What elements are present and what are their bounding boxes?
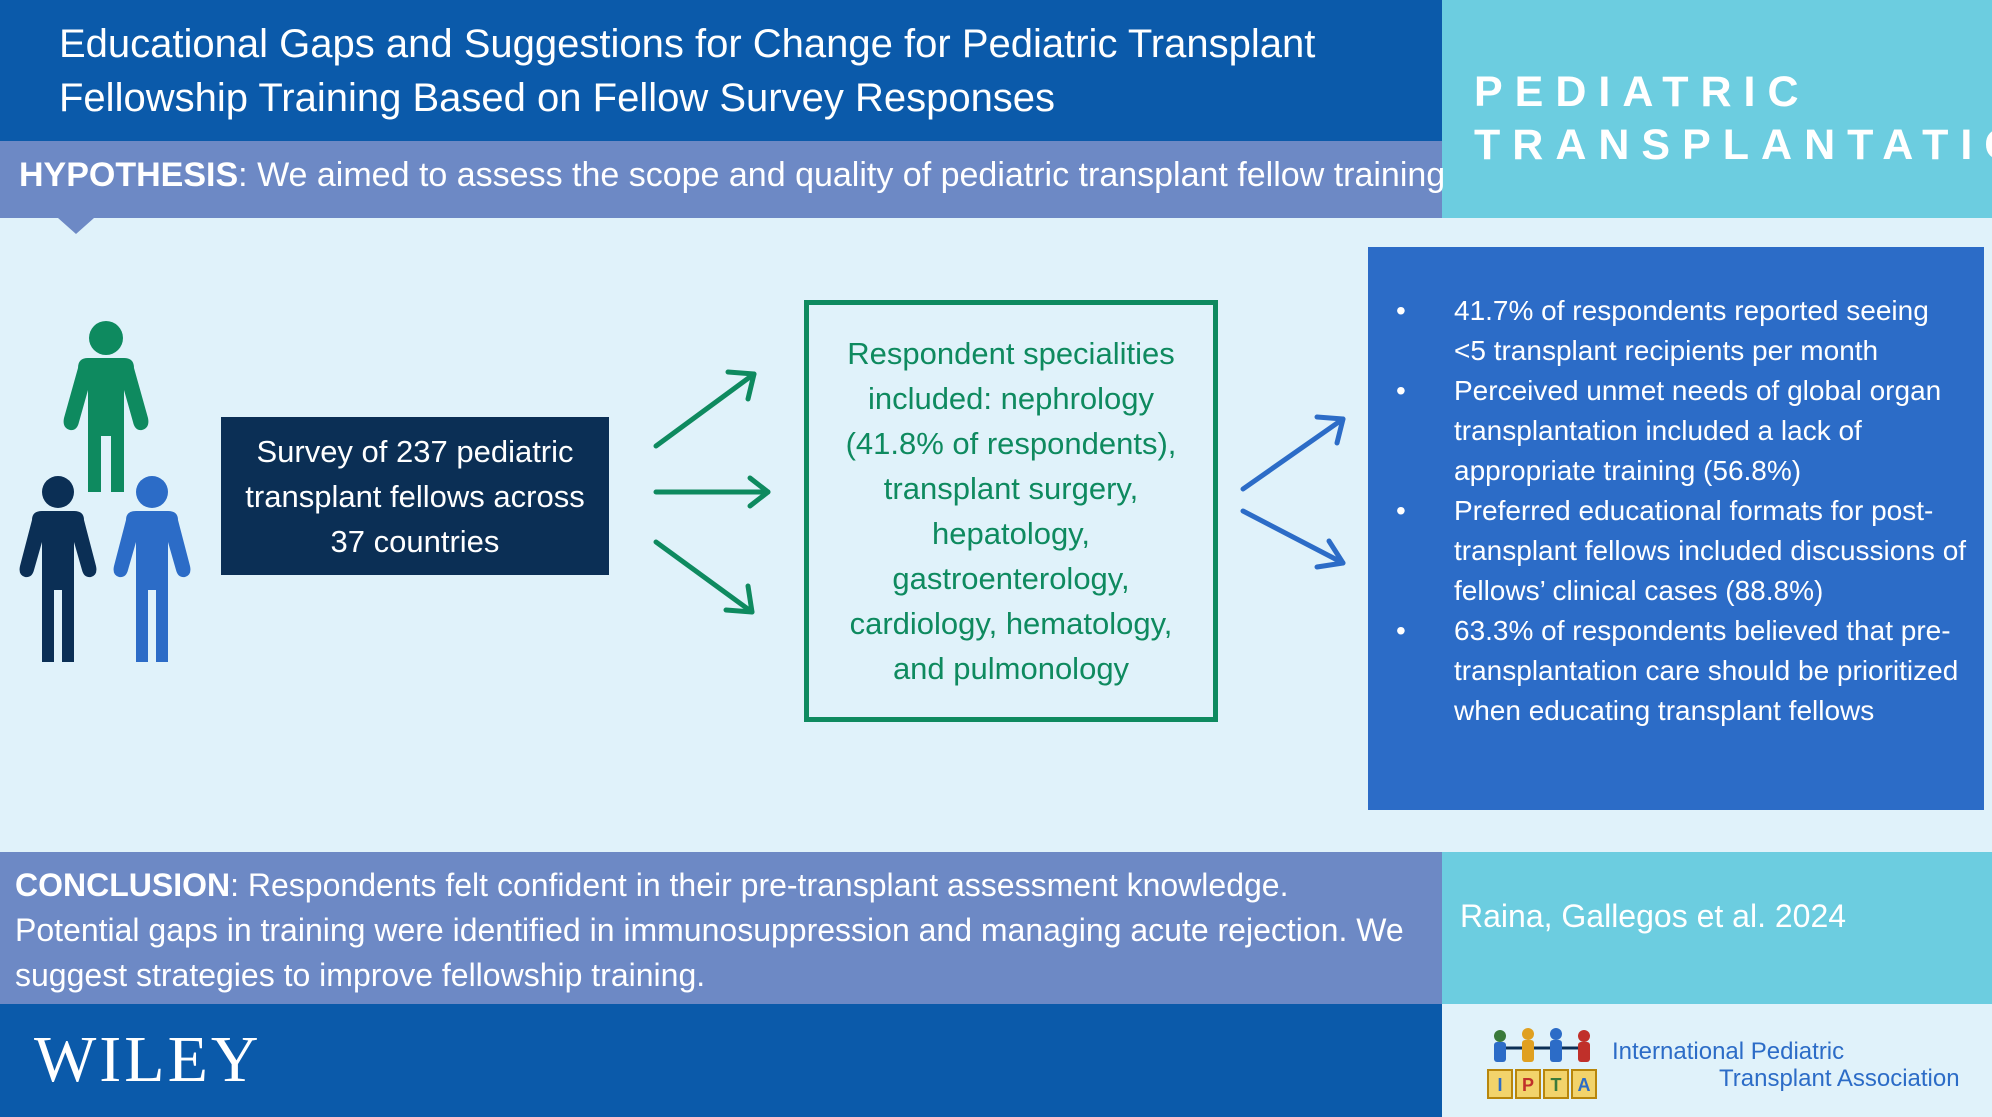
association-name: International Pediatric Transplant Associ…: [1612, 1038, 1960, 1092]
arrow-up-right: [1240, 416, 1346, 492]
survey-summary-box: Survey of 237 pediatric transplant fello…: [221, 417, 609, 575]
journal-panel: [1442, 0, 1992, 222]
finding-text: Perceived unmet needs of global organ tr…: [1454, 375, 1942, 486]
page-title: Educational Gaps and Suggestions for Cha…: [59, 22, 1316, 120]
association-name-line2: Transplant Association: [1719, 1065, 1960, 1092]
conclusion-banner: [0, 852, 1442, 1004]
logo-block-letter: P: [1522, 1075, 1534, 1095]
hypothesis-text: HYPOTHESIS: We aimed to assess the scope…: [19, 152, 1445, 198]
finding-text: Preferred educational formats for post-t…: [1454, 495, 1967, 606]
key-findings-box: • 41.7% of respondents reported seeing <5…: [1368, 247, 1984, 810]
bullet-icon: •: [1396, 615, 1406, 646]
finding-text: 41.7% of respondents reported seeing <5 …: [1454, 295, 1929, 366]
findings-list: • 41.7% of respondents reported seeing <5…: [1390, 291, 1968, 731]
association-name-line1: International Pediatric: [1612, 1038, 1845, 1065]
finding-item: • 41.7% of respondents reported seeing <5…: [1390, 291, 1968, 371]
logo-block-letter: T: [1551, 1075, 1562, 1095]
journal-name-line1: PEDIATRIC: [1474, 68, 1811, 116]
arrows-to-findings: [1240, 414, 1346, 570]
title-banner: [0, 0, 1442, 141]
bullet-icon: •: [1396, 375, 1406, 406]
conclusion-label: CONCLUSION: [15, 867, 231, 903]
publisher-logo: WILEY: [34, 1023, 262, 1096]
logo-block-letter: A: [1578, 1075, 1591, 1095]
specialities-box: Respondent specialities included: nephro…: [804, 300, 1218, 722]
publisher-banner: [0, 1004, 1442, 1117]
arrow-up-right: [653, 371, 757, 449]
hypothesis-label: HYPOTHESIS: [19, 156, 239, 194]
people-group-icon: [19, 321, 191, 662]
logo-block-letter: I: [1497, 1075, 1502, 1095]
bullet-icon: •: [1396, 495, 1406, 526]
arrows-to-specialities: [653, 369, 771, 615]
ipta-logo-icon: I P T A: [1487, 1028, 1597, 1099]
citation-text: Raina, Gallegos et al. 2024: [1460, 898, 1847, 934]
hypothesis-pointer: [58, 218, 94, 234]
conclusion-body: : Respondents felt confident in their pr…: [15, 867, 1404, 993]
finding-item: • 63.3% of respondents believed that pre-…: [1390, 611, 1968, 731]
citation-panel: [1442, 852, 1992, 1004]
conclusion-text: CONCLUSION: Respondents felt confident i…: [15, 863, 1415, 998]
finding-text: 63.3% of respondents believed that pre-t…: [1454, 615, 1959, 726]
arrow-down-right: [653, 539, 755, 615]
hypothesis-banner: [0, 141, 1442, 218]
finding-item: • Preferred educational formats for post-…: [1390, 491, 1968, 611]
arrow-down-right: [1240, 508, 1346, 566]
finding-item: • Perceived unmet needs of global organ t…: [1390, 371, 1968, 491]
journal-name-line2: TRANSPLANTATION: [1474, 121, 1992, 169]
hypothesis-body: : We aimed to assess the scope and quali…: [238, 156, 1446, 194]
bullet-icon: •: [1396, 295, 1406, 326]
